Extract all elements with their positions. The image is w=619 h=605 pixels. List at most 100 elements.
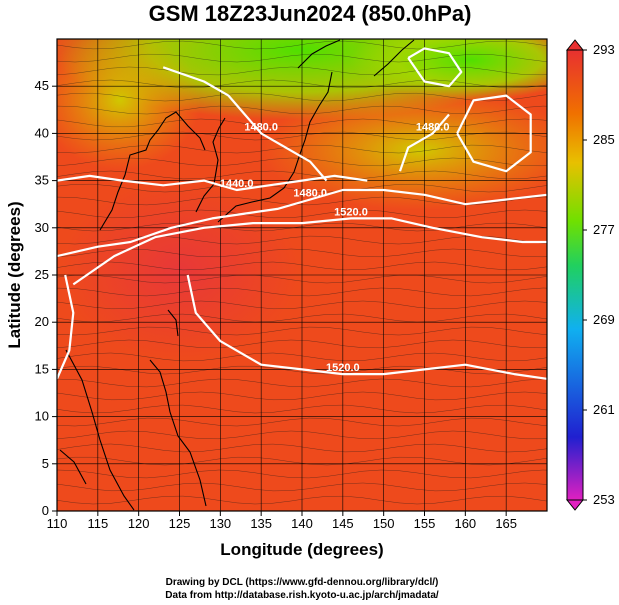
x-tick-label: 150 [373, 516, 395, 531]
streamline [57, 222, 547, 232]
chart-title: GSM 18Z23Jun2024 (850.0hPa) [149, 1, 472, 26]
contour-line-5 [57, 274, 75, 380]
coastline-taiwan [167, 309, 179, 337]
streamline [57, 326, 547, 336]
x-tick-label: 110 [47, 516, 68, 531]
streamline [57, 430, 547, 440]
x-tick-label: 165 [495, 516, 517, 531]
y-axis: 0 5 10 15 20 25 30 35 40 45 [35, 78, 57, 518]
streamline [57, 170, 547, 180]
y-tick-label: 35 [35, 173, 49, 188]
y-tick-label: 25 [35, 267, 49, 282]
x-tick-label: 115 [87, 516, 108, 531]
streamline [57, 248, 547, 258]
x-tick-label: 130 [209, 516, 231, 531]
contour-label: 1480.0 [244, 121, 278, 133]
coastline-philippines [149, 359, 207, 507]
warm-region-northwest [57, 39, 200, 170]
streamline [57, 131, 547, 141]
streamline [57, 144, 547, 154]
streamline [57, 300, 547, 310]
streamline [57, 157, 547, 167]
x-tick-label: 140 [291, 516, 313, 531]
x-tick-label: 155 [414, 516, 436, 531]
coastline-indochina [65, 349, 135, 511]
coastline-kurils [373, 39, 415, 77]
contour-label: 1440.0 [220, 178, 254, 190]
coastline-gulf [59, 449, 87, 485]
streamline [57, 482, 547, 492]
streamline [57, 391, 547, 401]
colorbar-bottom-arrow [565, 499, 585, 511]
contour-line-8 [398, 113, 450, 172]
credit-drawing: Drawing by DCL (https://www.gfd-dennou.o… [166, 577, 439, 588]
streamline [57, 352, 547, 362]
x-axis-label: Longitude (degrees) [220, 540, 383, 559]
colorbar-top-arrow [565, 39, 585, 51]
contour-line-4 [186, 274, 547, 380]
contour-line-1 [57, 174, 368, 192]
streamline [57, 443, 547, 453]
coastline-sakhalin [297, 39, 341, 69]
streamline [57, 274, 547, 284]
streamline [57, 287, 547, 297]
x-tick-label: 145 [332, 516, 354, 531]
y-axis-label: Latitude (degrees) [5, 201, 24, 348]
credit-data: Data from http://database.rish.kyoto-u.a… [165, 590, 439, 601]
plot-area: 1480.0 1440.0 1480.0 1520.0 1520.0 1480.0 [57, 39, 547, 511]
y-tick-label: 0 [42, 503, 49, 518]
streamline [57, 313, 547, 323]
coastline-china [99, 111, 206, 231]
streamline [57, 183, 547, 193]
contour-label: 1520.0 [326, 362, 360, 374]
y-tick-label: 5 [42, 456, 49, 471]
streamline [57, 339, 547, 349]
y-tick-label: 45 [35, 78, 49, 93]
contour-line-2 [57, 188, 547, 258]
streamline [57, 404, 547, 414]
streamline [57, 196, 547, 206]
y-tick-label: 30 [35, 220, 49, 235]
streamline [57, 66, 547, 76]
height-contours: 1480.0 1440.0 1480.0 1520.0 1520.0 1480.0 [57, 47, 547, 380]
warm-region-east [260, 90, 547, 210]
colorbar-scale [566, 49, 584, 501]
colorbar-tick-label: 293 [593, 42, 615, 57]
contour-label: 1480.0 [293, 187, 327, 199]
contour-line-7 [456, 94, 532, 173]
coastlines [59, 39, 415, 511]
streamline [57, 365, 547, 375]
y-tick-label: 40 [35, 125, 49, 140]
streamlines [57, 40, 547, 505]
contour-label: 1520.0 [334, 206, 368, 218]
streamline [57, 456, 547, 466]
streamline [57, 378, 547, 388]
x-tick-label: 120 [128, 516, 150, 531]
contour-line-3 [72, 217, 547, 286]
streamline [57, 495, 547, 505]
streamline [57, 105, 547, 115]
x-tick-label: 125 [169, 516, 191, 531]
contour-line-6 [407, 47, 463, 88]
streamline [57, 261, 547, 271]
colorbar-tick-label: 285 [593, 132, 615, 147]
y-tick-label: 20 [35, 314, 49, 329]
y-tick-label: 15 [35, 361, 49, 376]
colorbar-tick-label: 269 [593, 312, 615, 327]
colorbar: 253 261 269 277 285 293 [565, 39, 615, 511]
streamline [57, 79, 547, 89]
colorbar-ticks: 253 261 269 277 285 293 [583, 42, 615, 507]
colorbar-tick-label: 277 [593, 222, 615, 237]
streamline [57, 53, 547, 63]
streamline [57, 40, 547, 50]
contour-label: 1480.0 [416, 121, 450, 133]
x-tick-label: 135 [250, 516, 272, 531]
y-tick-label: 10 [35, 409, 49, 424]
cool-region-northeast [350, 39, 547, 100]
colorbar-tick-label: 253 [593, 492, 615, 507]
streamline [57, 209, 547, 219]
colorbar-tick-label: 261 [593, 402, 615, 417]
x-axis: 110 115 120 125 130 135 140 145 150 155 160 165 [47, 511, 517, 531]
contour-line-0 [162, 66, 328, 182]
